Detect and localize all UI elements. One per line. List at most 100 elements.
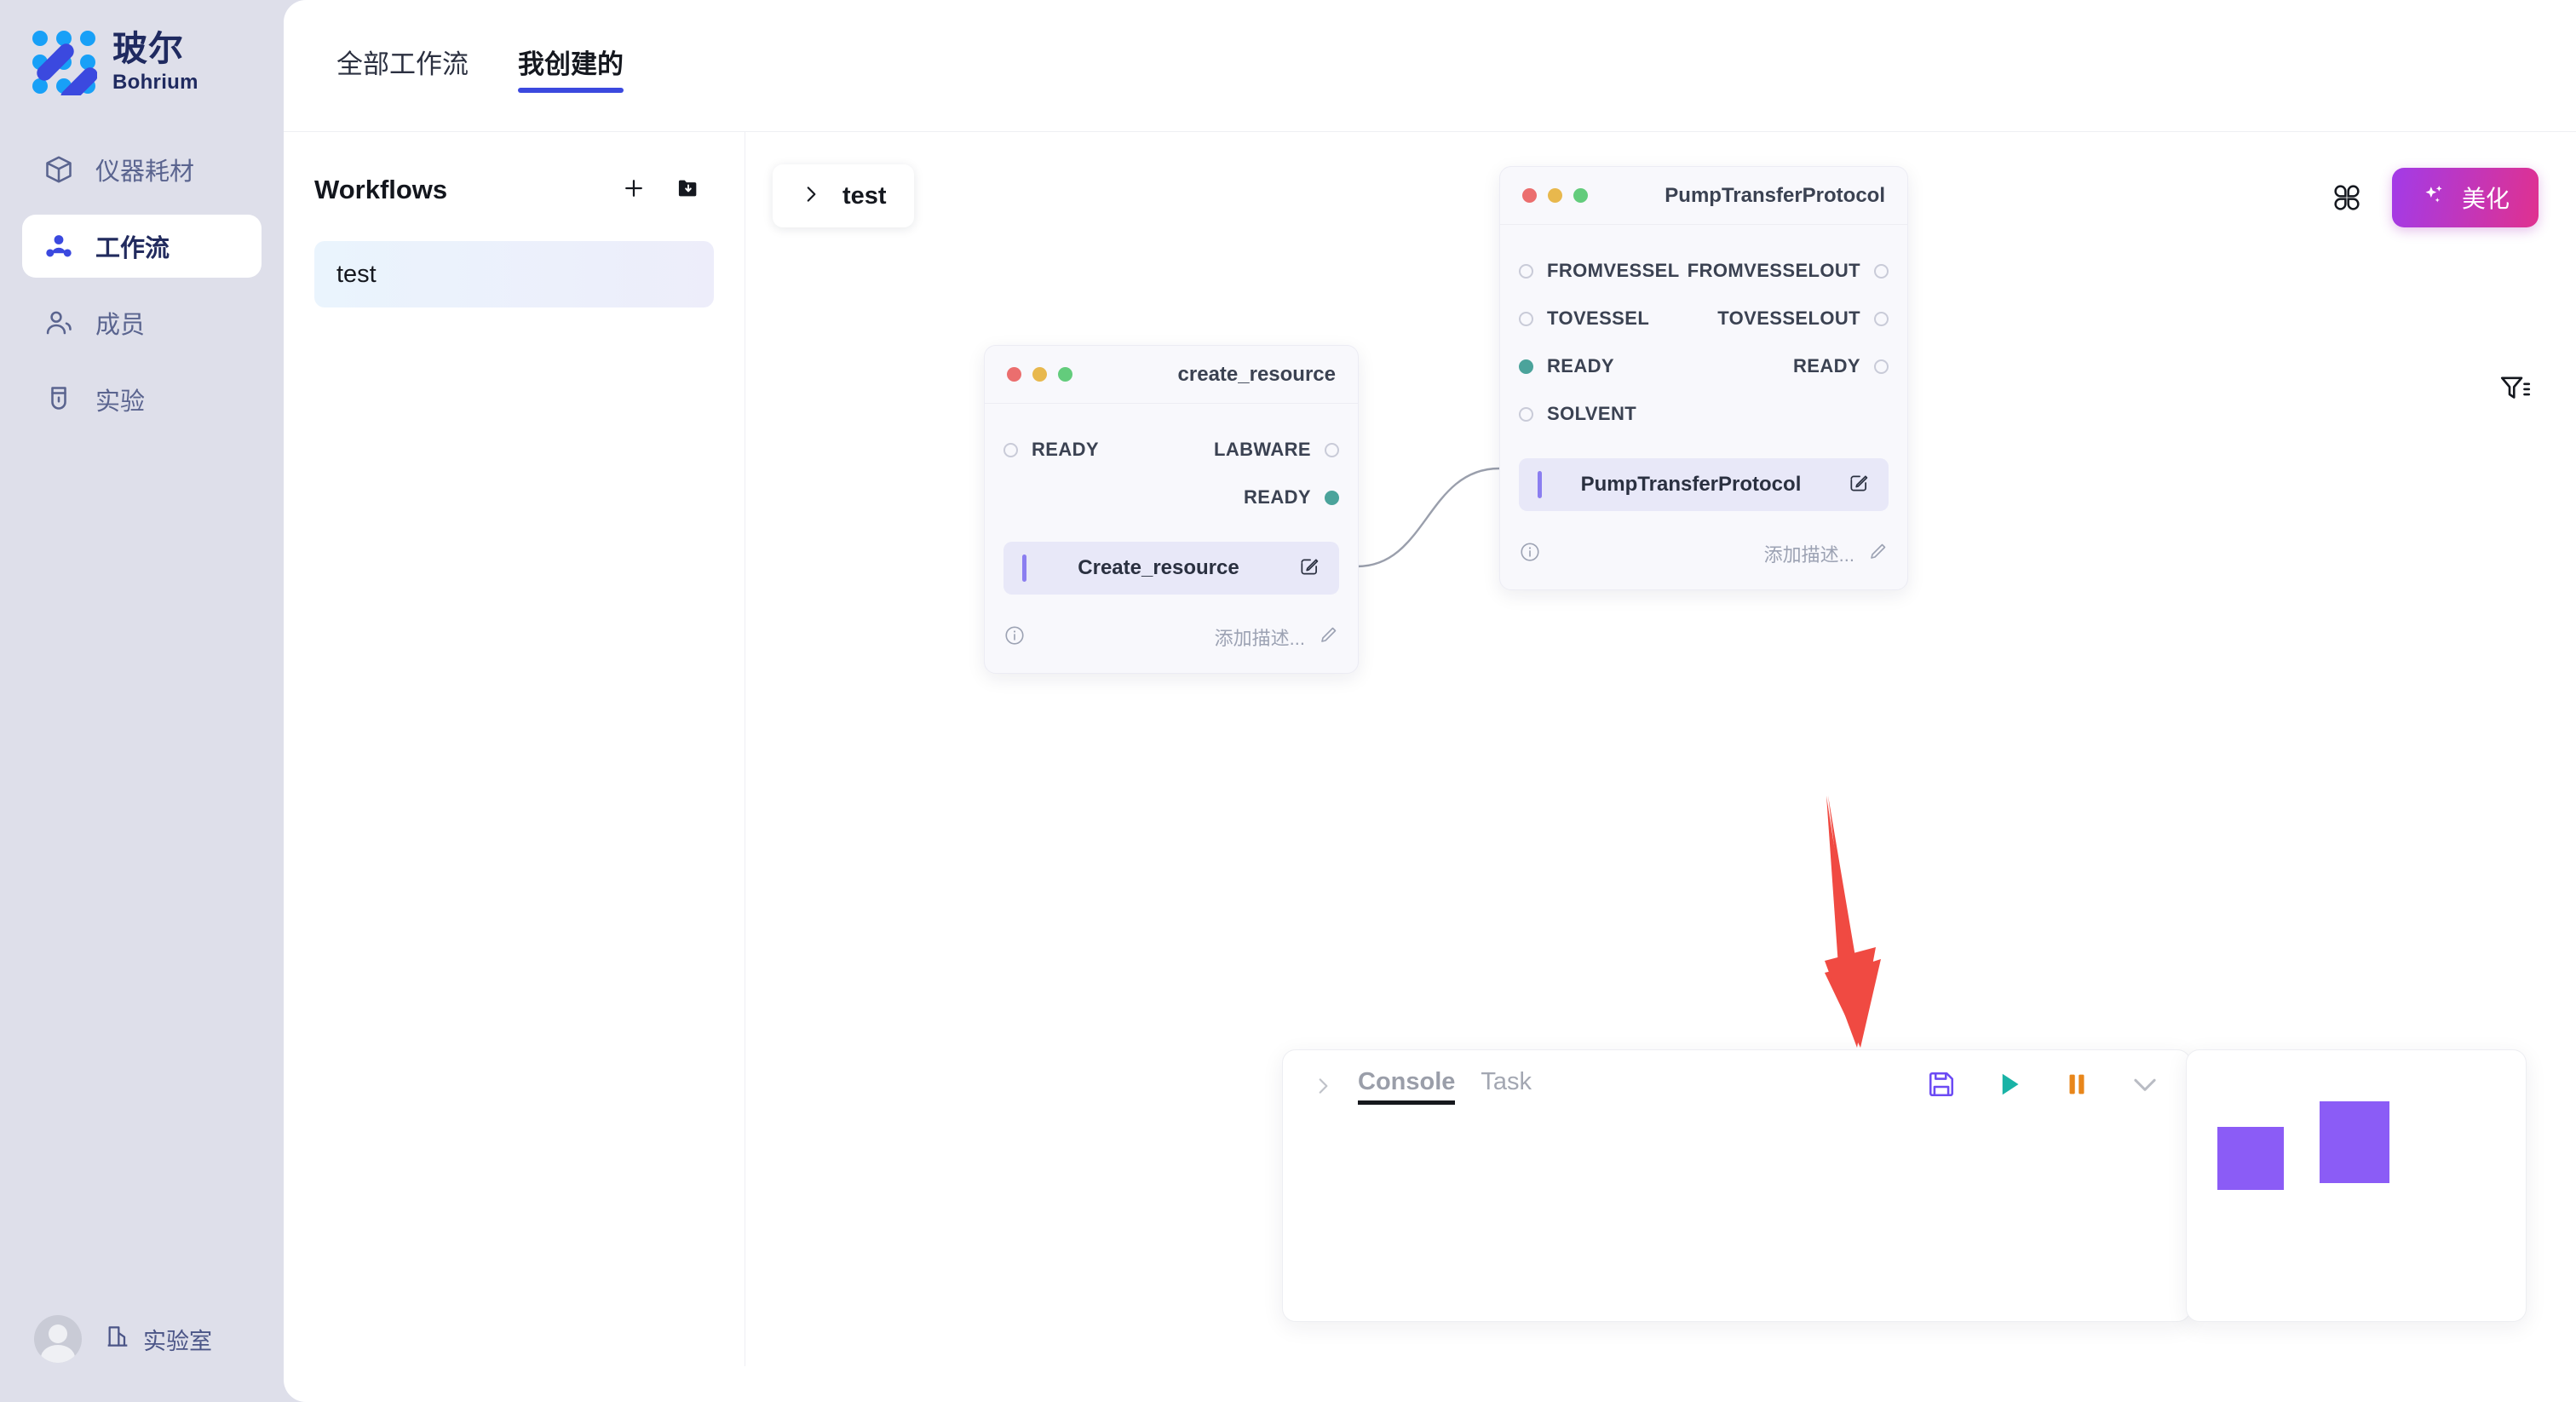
port-label: READY (1792, 355, 1860, 376)
node-action-tag[interactable]: Create_resource (1003, 542, 1339, 595)
console-tabs: Console Task (1358, 1068, 1532, 1105)
console-expand-chevron-right-icon[interactable] (1312, 1075, 1334, 1097)
traffic-lights (1007, 367, 1072, 382)
console-panel: Console Task (1282, 1049, 2191, 1322)
sidebar-item-label: 实验 (95, 388, 146, 416)
node-create-resource[interactable]: create_resource READY LABWARE (984, 345, 1359, 674)
save-button[interactable] (1926, 1069, 1957, 1104)
output-port-fromvesselout[interactable]: FROMVESSELOUT (1688, 260, 1889, 282)
node-action-label: PumpTransferProtocol (1580, 473, 1802, 496)
node-pump-transfer-protocol[interactable]: PumpTransferProtocol FROMVESSEL FROMVESS… (1499, 166, 1908, 590)
run-button[interactable] (1994, 1069, 2025, 1104)
info-circle-icon[interactable] (1003, 624, 1026, 651)
pencil-icon[interactable] (1868, 541, 1889, 566)
collapse-button[interactable] (2129, 1068, 2161, 1105)
canvas-toolbar: 美化 (2327, 168, 2539, 227)
node-title: PumpTransferProtocol (1665, 183, 1885, 207)
clover-grid-icon[interactable] (2327, 178, 2366, 217)
workflows-title: Workflows (314, 175, 448, 204)
port-row: TOVESSEL TOVESSELOUT (1519, 295, 1889, 342)
workflow-icon (43, 230, 75, 262)
user-avatar-icon[interactable] (34, 1315, 82, 1363)
output-port-ready[interactable]: READY (1244, 486, 1339, 509)
pencil-icon[interactable] (1319, 624, 1339, 650)
port-label: READY (1032, 439, 1100, 460)
edit-square-icon[interactable] (1298, 555, 1320, 582)
input-port-ready[interactable]: READY (1519, 355, 1614, 377)
port-label: TOVESSELOUT (1717, 307, 1860, 329)
sidebar-item-members[interactable]: 成员 (22, 291, 262, 354)
node-description[interactable]: 添加描述... (1764, 540, 1889, 567)
box-icon (43, 153, 75, 186)
input-port-fromvessel[interactable]: FROMVESSEL (1519, 260, 1680, 282)
node-footer: 添加描述... (985, 595, 1358, 673)
brand-text: 玻尔 Bohrium (112, 32, 198, 93)
port-row: FROMVESSEL FROMVESSELOUT (1519, 247, 1889, 295)
console-header: Console Task (1283, 1050, 2190, 1122)
minimize-dot-icon[interactable] (1548, 188, 1562, 203)
node-header: PumpTransferProtocol (1500, 167, 1907, 225)
page-tabs: 全部工作流 我创建的 (284, 0, 2576, 93)
filter-icon[interactable] (2498, 371, 2535, 408)
port-row: READY LABWARE (1003, 426, 1339, 474)
minimap-panel[interactable] (2186, 1049, 2527, 1322)
add-workflow-button[interactable] (608, 168, 659, 212)
content-row: Workflows (284, 132, 2576, 1366)
tab-all-workflows[interactable]: 全部工作流 (336, 49, 469, 79)
plus-icon (621, 175, 647, 205)
port-label: READY (1243, 486, 1311, 508)
pause-button[interactable] (2062, 1070, 2091, 1103)
sidebar-item-instruments[interactable]: 仪器耗材 (22, 138, 262, 201)
breadcrumb-label: test (842, 181, 887, 210)
beautify-button[interactable]: 美化 (2391, 168, 2539, 227)
beautify-label: 美化 (2461, 186, 2510, 212)
tab-task[interactable]: Task (1481, 1067, 1532, 1095)
node-action-tag[interactable]: PumpTransferProtocol (1519, 458, 1889, 511)
node-title: create_resource (1177, 362, 1336, 386)
node-header: create_resource (985, 346, 1358, 404)
node-description[interactable]: 添加描述... (1215, 623, 1339, 651)
minimize-dot-icon[interactable] (1032, 367, 1047, 382)
edit-square-icon[interactable] (1848, 472, 1870, 498)
output-port-tovesselout[interactable]: TOVESSELOUT (1717, 307, 1889, 330)
sidebar: 玻尔 Bohrium 仪器耗材 (0, 0, 284, 1402)
node-footer: 添加描述... (1500, 511, 1907, 589)
port-label: FROMVESSEL (1547, 260, 1680, 281)
close-dot-icon[interactable] (1007, 367, 1021, 382)
output-port-labware[interactable]: LABWARE (1214, 439, 1339, 461)
lab-switcher[interactable]: 实验室 (104, 1323, 212, 1356)
tab-my-workflows[interactable]: 我创建的 (518, 43, 624, 93)
node-ports: FROMVESSEL FROMVESSELOUT TOVESSEL TO (1500, 225, 1907, 511)
sidebar-item-label: 仪器耗材 (95, 158, 195, 186)
test-tube-icon (43, 383, 75, 416)
folder-download-icon (676, 176, 700, 204)
workflows-panel: Workflows (284, 132, 745, 1366)
info-circle-icon[interactable] (1519, 541, 1541, 567)
sidebar-item-label: 成员 (95, 312, 146, 339)
brand: 玻尔 Bohrium (0, 0, 284, 105)
list-item[interactable]: test (314, 241, 714, 307)
input-port-solvent[interactable]: SOLVENT (1519, 403, 1636, 425)
tab-console[interactable]: Console (1358, 1068, 1456, 1105)
maximize-dot-icon[interactable] (1058, 367, 1072, 382)
breadcrumb[interactable]: test (773, 164, 914, 227)
close-dot-icon[interactable] (1522, 188, 1537, 203)
input-port-spacer (1003, 491, 1018, 505)
workflow-canvas[interactable]: test (745, 132, 2576, 1366)
sidebar-item-experiment[interactable]: 实验 (22, 368, 262, 431)
minimap-node-2 (2320, 1101, 2389, 1183)
input-port-ready[interactable]: READY (1003, 439, 1099, 461)
workflows-actions (608, 168, 714, 212)
port-label: SOLVENT (1547, 403, 1637, 424)
node-description-placeholder: 添加描述... (1763, 544, 1854, 566)
output-port-ready[interactable]: READY (1793, 355, 1889, 377)
port-label: LABWARE (1213, 439, 1311, 460)
lab-label: 实验室 (143, 1328, 212, 1354)
port-label: TOVESSEL (1547, 307, 1650, 329)
sidebar-item-workflow[interactable]: 工作流 (22, 215, 262, 278)
input-port-tovessel[interactable]: TOVESSEL (1519, 307, 1649, 330)
members-icon (43, 307, 75, 339)
import-workflow-button[interactable] (663, 168, 714, 212)
maximize-dot-icon[interactable] (1573, 188, 1588, 203)
pause-icon (2062, 1070, 2091, 1103)
